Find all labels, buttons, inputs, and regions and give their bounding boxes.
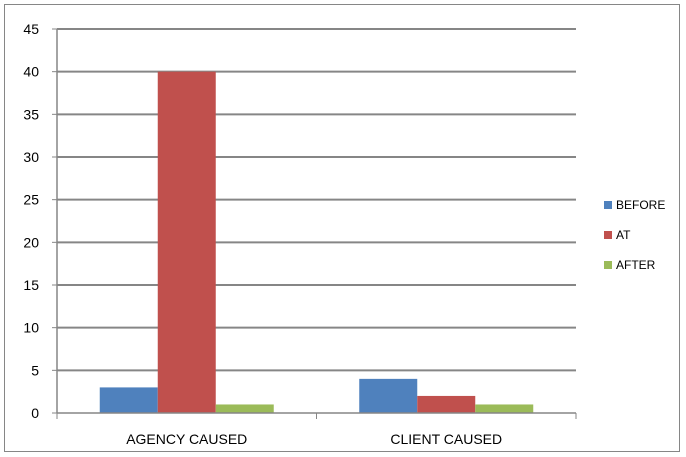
legend-swatch-before [604, 201, 612, 209]
legend-label-after: AFTER [616, 258, 656, 272]
legend-swatch-at [604, 231, 612, 239]
y-tick-label: 40 [23, 64, 39, 80]
axes [56, 29, 577, 419]
bar-before-client-caused [359, 378, 418, 413]
x-axis-labels: AGENCY CAUSED CLIENT CAUSED [126, 431, 502, 447]
bar-before-agency-caused [99, 387, 158, 413]
y-tick-label: 10 [23, 320, 39, 336]
chart-frame [4, 4, 680, 452]
legend-swatch-after [604, 261, 612, 269]
legend: BEFORE AT AFTER [604, 198, 665, 272]
y-tick-label: 15 [23, 277, 39, 293]
legend-label-at: AT [616, 228, 631, 242]
gridlines [57, 28, 576, 372]
bars [99, 71, 534, 414]
y-tick-label: 45 [23, 21, 39, 37]
legend-label-before: BEFORE [616, 198, 665, 212]
y-tick-label: 25 [23, 192, 39, 208]
bar-after-agency-caused [215, 404, 274, 413]
y-tick-label: 20 [23, 234, 39, 250]
y-tick-label: 5 [31, 362, 39, 378]
bar-after-client-caused [475, 404, 534, 413]
x-category-label: AGENCY CAUSED [126, 431, 247, 447]
y-tick-label: 30 [23, 149, 39, 165]
bar-at-client-caused [417, 395, 476, 413]
y-tick-label: 35 [23, 106, 39, 122]
x-category-label: CLIENT CAUSED [390, 431, 502, 447]
y-tick-label: 0 [31, 405, 39, 421]
y-axis-ticks: 0 5 10 15 20 25 30 35 40 45 [23, 21, 57, 421]
bar-at-agency-caused [157, 71, 216, 414]
